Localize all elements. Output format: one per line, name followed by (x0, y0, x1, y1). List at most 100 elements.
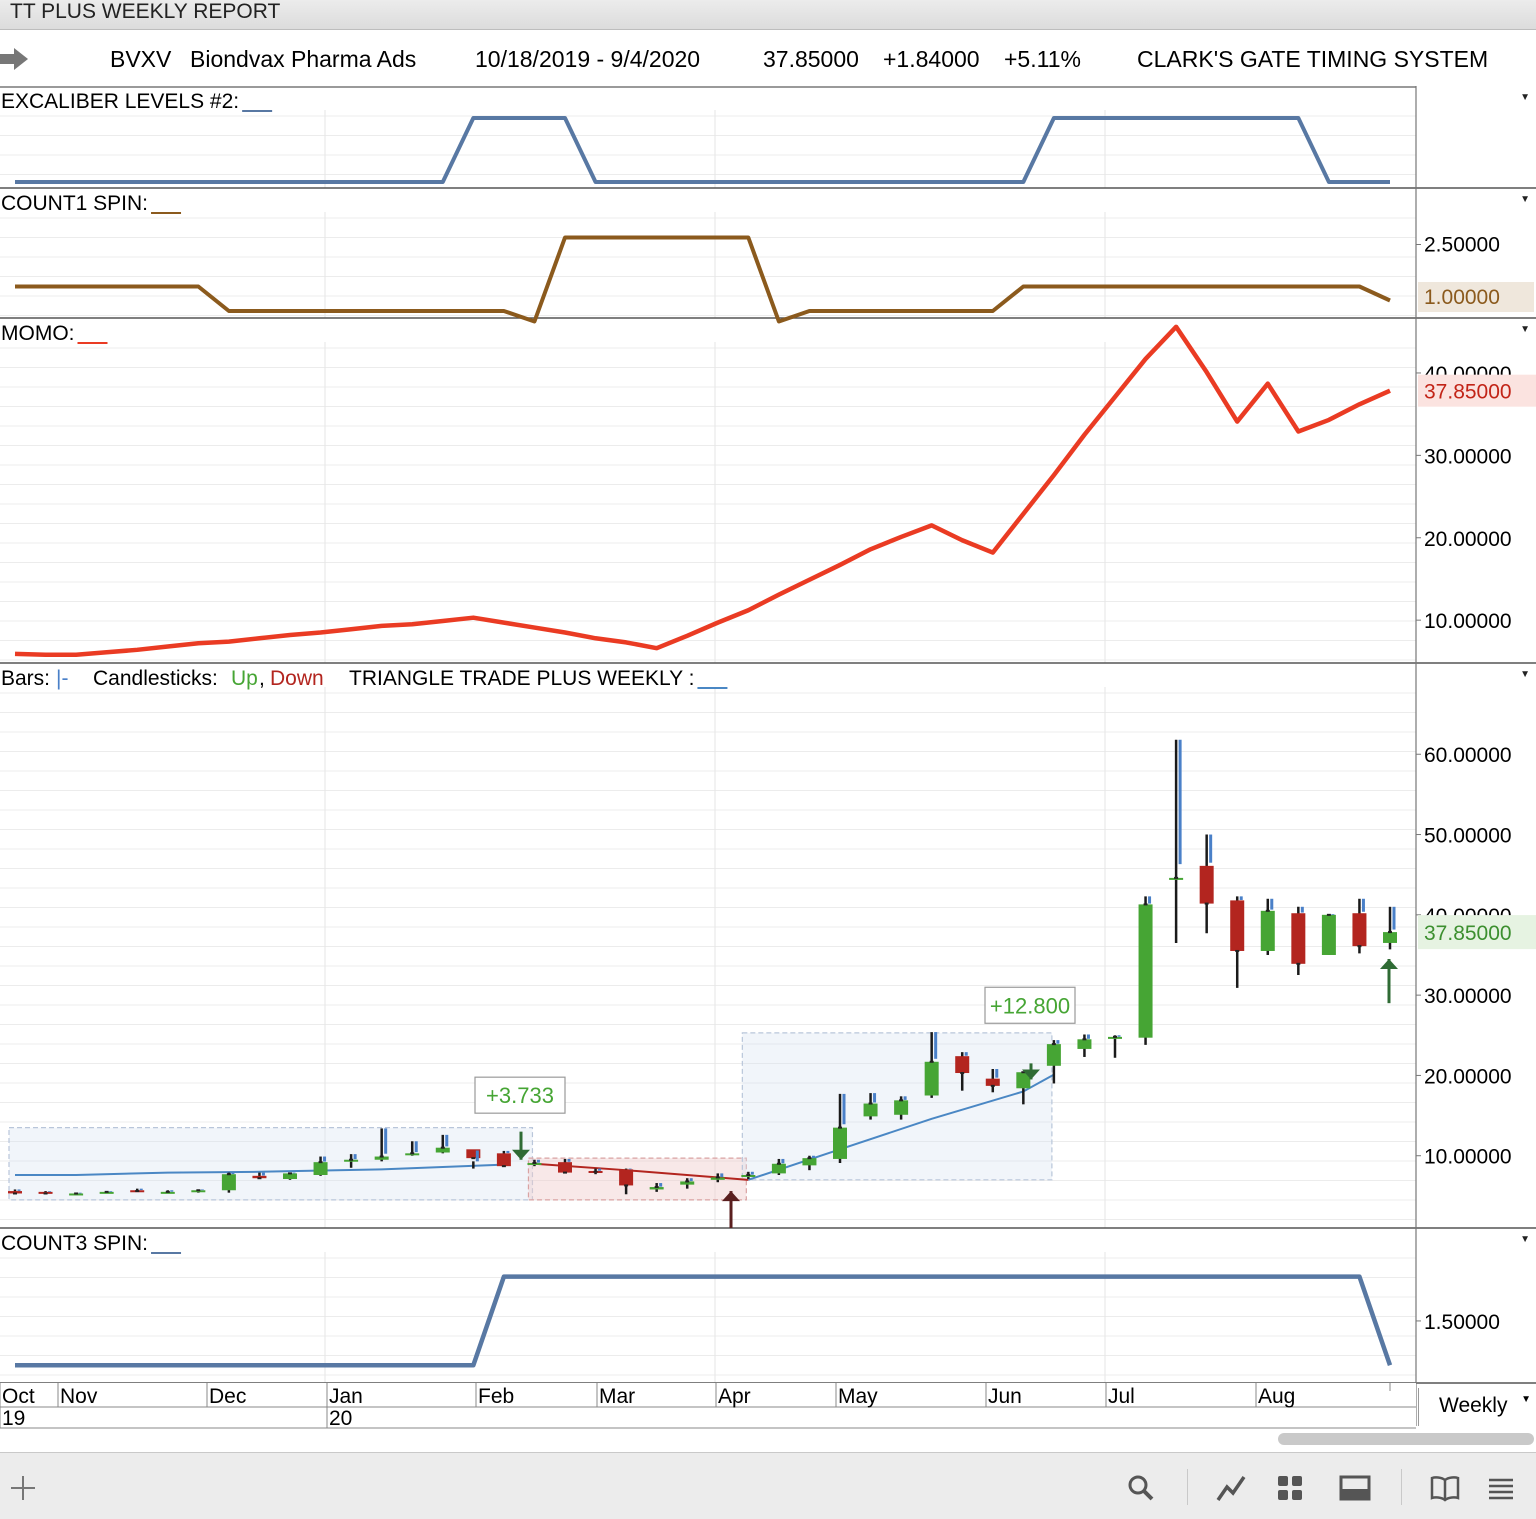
candlestick (985, 1069, 1000, 1093)
pane-title: TRIANGLE TRADE PLUS WEEKLY : (349, 667, 694, 690)
month-label: Jul (1108, 1385, 1135, 1408)
up-legend-label: Up (231, 667, 258, 690)
candlestick (680, 1178, 695, 1189)
chevron-down-icon: ▼ (1520, 194, 1530, 205)
profit-label: +3.733 (486, 1083, 554, 1108)
line-chart-icon[interactable] (1214, 1471, 1248, 1505)
candle-body (466, 1149, 481, 1159)
candle-body (1291, 913, 1306, 964)
candlestick (894, 1096, 909, 1120)
book-icon[interactable] (1428, 1471, 1462, 1505)
candlestick (405, 1141, 420, 1156)
momo-line (14, 324, 1391, 658)
search-icon[interactable] (1124, 1471, 1158, 1505)
candlestick (191, 1189, 206, 1193)
pattern-box (8, 1127, 534, 1201)
chevron-down-icon: ▼ (1520, 92, 1530, 103)
candlestick (1321, 913, 1336, 955)
last-value-tag (1418, 282, 1534, 312)
price-change-percent: +5.11% (1004, 46, 1081, 72)
pane-title: MOMO: (1, 322, 75, 345)
candlestick (1138, 896, 1153, 1045)
last-value-label: 37.85000 (1424, 381, 1512, 404)
menu-icon[interactable] (1484, 1471, 1518, 1505)
year-label: 20 (329, 1407, 352, 1430)
candle-body (680, 1181, 695, 1185)
month-label: Apr (718, 1385, 751, 1408)
candle-body (1016, 1072, 1031, 1089)
up-arrow-icon (1380, 959, 1398, 969)
candlestick (1352, 898, 1367, 954)
candlestick (1383, 906, 1397, 950)
count1-line (15, 235, 1391, 324)
last-value-label: 1.00000 (1424, 286, 1500, 309)
candlestick (710, 1173, 725, 1183)
candle-body (771, 1163, 786, 1174)
candlestick (38, 1191, 53, 1195)
candlestick (955, 1052, 970, 1091)
profit-callout (474, 1076, 566, 1114)
candlestick (588, 1168, 603, 1175)
candlestick (833, 1093, 847, 1163)
window-title: TT PLUS WEEKLY REPORT (10, 0, 281, 23)
candle-body (833, 1127, 847, 1159)
candlestick (771, 1158, 786, 1176)
candlestick (1291, 906, 1306, 976)
candlestick (344, 1154, 359, 1168)
profit-label: +12.800 (990, 993, 1070, 1018)
price-tick-label: 30.00000 (1424, 985, 1512, 1008)
candlestick (160, 1190, 175, 1194)
price-tick-label: 30.00000 (1424, 445, 1512, 468)
candlestick (619, 1168, 634, 1195)
candle-body (1230, 900, 1245, 951)
candle-body (1138, 904, 1153, 1038)
arrow-right-icon[interactable] (0, 46, 30, 72)
trend-line (15, 1163, 504, 1177)
month-label: Jan (329, 1385, 363, 1408)
candle-body (313, 1162, 328, 1176)
price-change: +1.84000 (883, 46, 980, 72)
pane-title: EXCALIBER LEVELS #2: (1, 90, 239, 113)
down-legend-label: Down (270, 667, 324, 690)
price-tick-label: 1.50000 (1424, 1311, 1500, 1334)
bottom-toolbar (0, 1452, 1536, 1519)
date-range: 10/18/2019 - 9/4/2020 (475, 46, 701, 72)
candle-body (1077, 1039, 1092, 1049)
month-label: Mar (599, 1385, 635, 1408)
grid-layout-icon[interactable] (1273, 1471, 1307, 1505)
candlestick (252, 1172, 267, 1180)
price-tick-label: 60.00000 (1424, 744, 1512, 767)
chart-area[interactable]: ▼ ▼ ▼ ▼ ▼ EXCALIBER LEVELS #2: COUNT1 SPIN: 2.5… (0, 86, 1536, 1434)
bars-legend-label: Bars: (1, 667, 50, 690)
candle-body (1046, 1044, 1061, 1066)
candle-body (1352, 913, 1367, 947)
down-arrow-icon (1022, 1069, 1040, 1080)
candle-body (283, 1173, 297, 1180)
month-label: May (838, 1385, 878, 1408)
month-label: Dec (209, 1385, 246, 1408)
down-arrow-icon (512, 1149, 530, 1160)
year-label: 19 (2, 1407, 25, 1430)
candle-body (1199, 865, 1214, 904)
panel-layout-icon[interactable] (1338, 1471, 1372, 1505)
candlestick (741, 1171, 756, 1180)
add-icon[interactable] (6, 1471, 40, 1505)
price-tick-label: 10.00000 (1424, 610, 1512, 633)
chevron-down-icon: ▼ (1520, 1234, 1530, 1245)
up-arrow-icon (722, 1191, 740, 1202)
candle-body (985, 1078, 1000, 1086)
time-axis-background (0, 1383, 1416, 1428)
last-value-tag (1418, 374, 1536, 407)
horizontal-scrollbar[interactable] (1278, 1433, 1534, 1445)
candlestick (466, 1149, 481, 1169)
candle-body (649, 1187, 664, 1190)
bars-legend-swatch: |- (56, 667, 68, 690)
candle-body (374, 1156, 389, 1160)
candle-body (8, 1191, 22, 1194)
timeframe-select[interactable]: Weekly ▼ (1418, 1388, 1536, 1426)
pane-title: COUNT1 SPIN: (1, 192, 148, 215)
last-value-label: 37.85000 (1424, 922, 1512, 945)
candlestick (1046, 1040, 1061, 1084)
candlestick (1108, 1035, 1122, 1058)
legend-separator: , (259, 667, 265, 690)
